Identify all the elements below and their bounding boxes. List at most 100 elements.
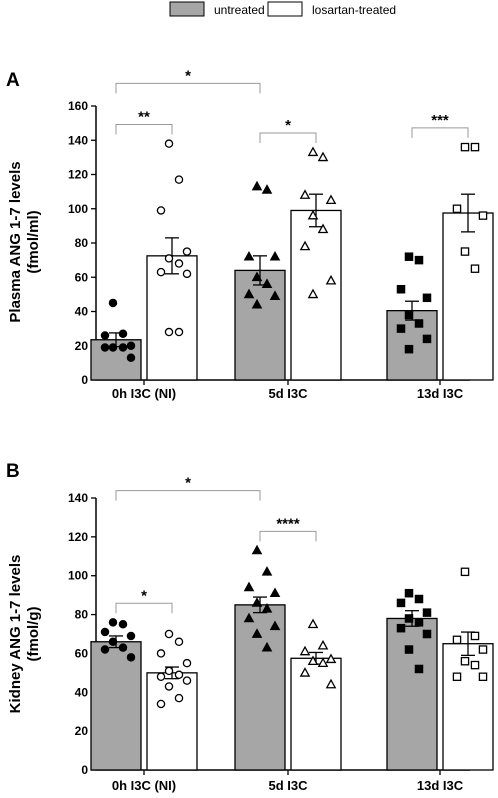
y-tick-label: 0 <box>81 373 88 387</box>
data-point <box>251 597 263 607</box>
data-point <box>243 612 255 623</box>
bar <box>234 269 286 381</box>
data-point <box>156 672 166 681</box>
data-point <box>470 660 480 670</box>
data-point <box>251 271 263 282</box>
y-tick-label: 120 <box>68 530 88 544</box>
bar <box>234 604 286 771</box>
y-axis-label: Plasma ANG 1-7 levels(fmol/ml) <box>7 161 42 322</box>
data-point <box>100 343 110 352</box>
y-tick-label: 80 <box>75 236 89 250</box>
data-point <box>307 209 319 220</box>
y-tick-label: 100 <box>68 569 88 583</box>
data-point <box>299 667 311 677</box>
legend-label-losartan: losartan-treated <box>312 3 396 17</box>
x-category-label: 5d I3C <box>268 778 308 793</box>
data-point <box>126 353 136 362</box>
data-point <box>460 142 470 152</box>
panel-letter: A <box>6 70 20 91</box>
data-point <box>460 247 470 256</box>
significance-bracket <box>115 82 261 94</box>
data-point <box>164 254 174 263</box>
data-point <box>460 567 470 577</box>
data-point <box>396 324 406 333</box>
data-point <box>325 653 337 664</box>
significance-label: * <box>285 117 291 134</box>
significance-label: * <box>185 475 191 492</box>
data-point <box>251 628 263 638</box>
y-tick-label: 140 <box>68 491 88 505</box>
data-point <box>470 142 480 152</box>
data-point <box>108 343 118 352</box>
significance-label: **** <box>276 515 300 532</box>
data-point <box>404 588 414 598</box>
y-tick-label: 140 <box>68 133 88 147</box>
data-point <box>325 678 337 689</box>
y-tick-label: 100 <box>68 202 88 216</box>
data-point <box>118 643 128 652</box>
data-point <box>470 631 480 641</box>
x-category-label: 0h I3C (NI) <box>112 386 176 401</box>
bar <box>386 617 438 771</box>
data-point <box>156 699 166 709</box>
y-tick-label: 160 <box>68 99 88 113</box>
data-point <box>470 264 480 273</box>
data-point <box>269 587 281 598</box>
data-point <box>182 247 192 256</box>
data-point <box>299 645 311 656</box>
data-point <box>108 618 118 627</box>
data-point <box>307 146 319 157</box>
x-category-label: 13d I3C <box>417 778 464 793</box>
significance-bracket <box>115 123 173 135</box>
data-point <box>251 180 263 191</box>
data-point <box>414 255 424 265</box>
x-category-label: 5d I3C <box>268 386 308 401</box>
y-axis-label-line: Plasma ANG 1-7 levels <box>7 161 24 322</box>
data-point <box>478 672 488 681</box>
legend: untreated losartan-treated <box>169 1 396 17</box>
y-axis-label-line: (fmol/ml) <box>25 210 42 273</box>
data-point <box>460 656 470 666</box>
data-point <box>108 637 118 647</box>
x-category-label: 13d I3C <box>417 386 464 401</box>
data-point <box>118 620 128 629</box>
data-point <box>261 641 273 652</box>
data-point <box>317 223 329 234</box>
data-point <box>243 581 255 592</box>
data-point <box>156 267 166 277</box>
y-tick-label: 60 <box>75 270 89 284</box>
data-point <box>325 194 337 205</box>
significance-label: *** <box>431 112 449 129</box>
data-point <box>261 278 273 288</box>
data-point <box>108 298 118 308</box>
data-point <box>414 594 424 604</box>
data-point <box>307 618 319 629</box>
data-point <box>269 620 281 631</box>
significance-label: * <box>141 587 147 604</box>
data-point <box>414 664 424 674</box>
significance-bracket <box>259 530 317 542</box>
panel-a: A Plasma ANG 1-7 levels(fmol/ml) 0 20 40 60 80… <box>6 67 494 401</box>
data-point <box>118 343 128 352</box>
data-point <box>261 566 273 576</box>
data-point <box>251 298 263 309</box>
bar <box>290 657 342 771</box>
data-point <box>100 331 110 340</box>
data-point <box>251 544 263 555</box>
data-point <box>422 293 432 303</box>
data-point <box>404 252 414 261</box>
data-point <box>156 206 166 215</box>
data-point <box>422 334 432 344</box>
data-point <box>174 670 184 680</box>
y-tick-label: 120 <box>68 168 88 182</box>
y-axis-label-line: Kidney ANG 1-7 levels <box>7 555 24 714</box>
data-point <box>422 608 432 617</box>
legend-label-untreated: untreated <box>214 3 265 17</box>
data-point <box>174 259 184 268</box>
data-point <box>396 284 406 294</box>
data-point <box>100 645 110 654</box>
data-point <box>164 666 174 676</box>
bar <box>442 212 494 381</box>
data-point <box>164 327 174 337</box>
data-point <box>164 139 174 148</box>
